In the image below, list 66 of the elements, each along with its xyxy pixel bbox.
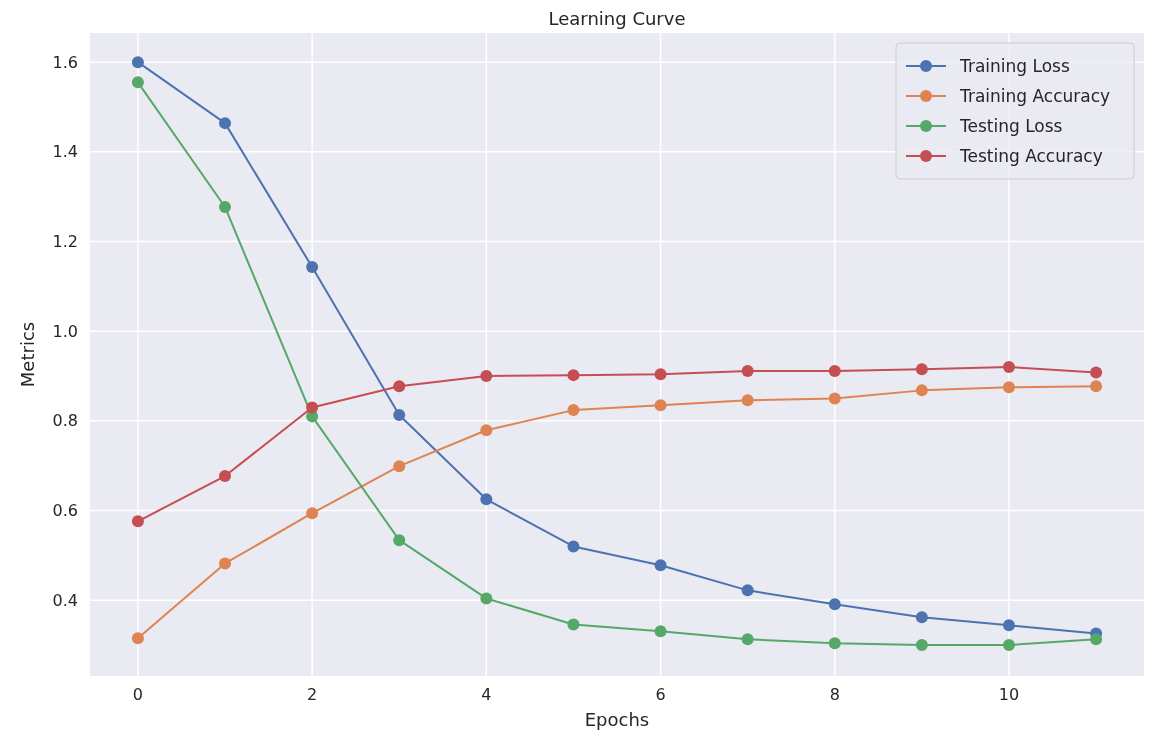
point	[1090, 633, 1103, 646]
point	[741, 584, 754, 597]
point	[1090, 380, 1103, 393]
point	[480, 424, 493, 437]
point	[306, 261, 319, 274]
x-axis-title: Epochs	[584, 709, 650, 730]
point	[131, 632, 144, 645]
point	[219, 200, 232, 213]
legend-label: Training Accuracy	[959, 85, 1111, 106]
point	[915, 611, 928, 624]
point	[828, 637, 841, 650]
point	[567, 369, 580, 382]
y-axis-title: Metrics	[17, 321, 38, 388]
point	[393, 460, 406, 473]
point	[567, 618, 580, 631]
point	[567, 404, 580, 417]
y-tick-label: 1.2	[52, 232, 78, 252]
point	[654, 399, 667, 412]
point	[306, 507, 319, 520]
point	[480, 592, 493, 605]
x-tick-label: 10	[998, 685, 1020, 704]
point	[567, 540, 580, 553]
y-tick-label: 0.8	[52, 411, 78, 431]
point	[219, 117, 232, 130]
point	[828, 365, 841, 378]
y-tick-label: 0.6	[52, 501, 78, 521]
y-tick-label: 1.0	[52, 321, 78, 341]
point	[654, 625, 667, 638]
point	[741, 394, 754, 407]
point	[131, 76, 144, 89]
point	[828, 392, 841, 405]
point	[393, 409, 406, 422]
point	[306, 401, 319, 414]
legend-label: Testing Accuracy	[959, 145, 1103, 166]
point	[393, 534, 406, 547]
point	[1090, 366, 1103, 379]
point	[1002, 381, 1015, 394]
point	[828, 598, 841, 611]
point	[1002, 361, 1015, 374]
point	[654, 559, 667, 572]
point	[131, 56, 144, 69]
point	[741, 365, 754, 378]
point	[393, 380, 406, 393]
point	[915, 384, 928, 397]
chart-title: Learning Curve	[548, 8, 686, 29]
point	[480, 370, 493, 383]
point	[1002, 619, 1015, 632]
point	[654, 368, 667, 381]
y-tick-label: 0.4	[52, 590, 78, 610]
point	[219, 470, 232, 483]
legend-label: Training Loss	[959, 55, 1070, 76]
point	[1002, 639, 1015, 652]
point	[741, 633, 754, 646]
x-tick-label: 0	[132, 685, 143, 704]
point	[915, 363, 928, 376]
point	[480, 493, 493, 506]
y-tick-label: 1.4	[52, 142, 78, 162]
x-tick-label: 8	[829, 685, 840, 704]
point	[131, 515, 144, 528]
x-tick-label: 4	[481, 685, 492, 704]
point	[219, 557, 232, 570]
x-tick-label: 6	[655, 685, 666, 704]
legend-label: Testing Loss	[959, 115, 1063, 136]
y-tick-label: 1.6	[52, 52, 78, 72]
point	[915, 639, 928, 652]
x-tick-label: 2	[307, 685, 318, 704]
